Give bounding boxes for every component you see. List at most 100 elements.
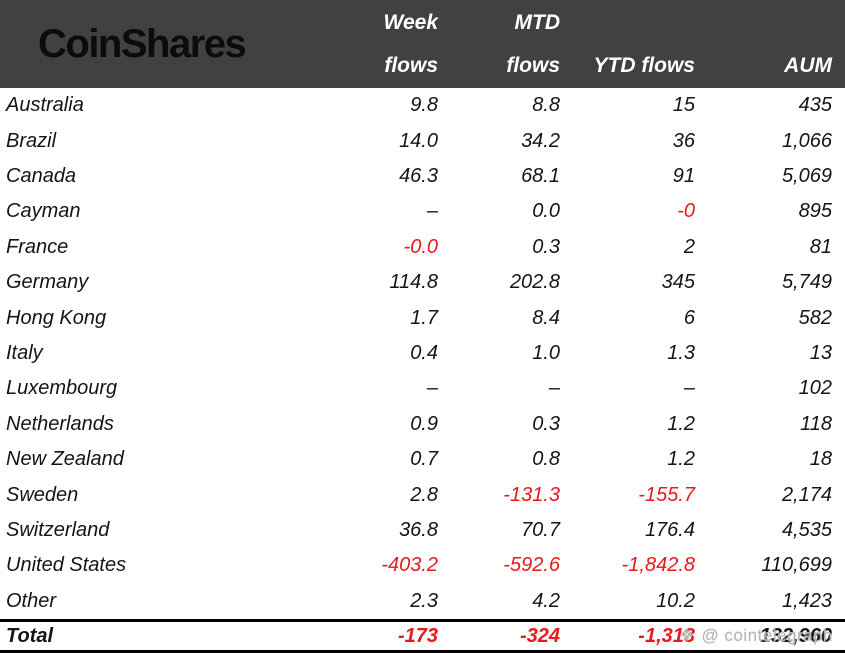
table-header: CoinShares Week flows MTD flows YTD flow… [0,0,845,88]
table-row: Australia 9.8 8.8 15 435 [0,88,845,123]
col-header-aum-label: AUM [784,53,832,77]
week-cell: – [426,377,438,400]
country-cell: New Zealand [6,448,124,471]
ytd-cell: 6 [683,306,695,329]
ytd-cell: 176.4 [644,519,695,542]
ytd-cell: 36 [672,129,695,152]
aum-cell: 5,749 [781,271,832,294]
mtd-cell: 0.8 [532,448,560,471]
ytd-cell: 10.2 [656,589,695,612]
week-cell: – [426,200,438,223]
ytd-cell: 15 [672,94,695,117]
table-row: Switzerland 36.8 70.7 176.4 4,535 [0,513,845,548]
country-cell: Other [6,589,57,612]
total-row: Total -173 -324 -1,313 132,960 [0,619,845,653]
week-cell: 9.8 [410,94,438,117]
mtd-cell: – [548,377,560,400]
total-mtd-cell: -324 [519,624,560,647]
table-row: Canada 46.3 68.1 91 5,069 [0,159,845,194]
mtd-cell: 0.0 [532,200,560,223]
country-cell: Cayman [6,200,81,223]
aum-cell: 1,066 [781,129,832,152]
table-row: Hong Kong 1.7 8.4 6 582 [0,300,845,335]
country-cell: Switzerland [6,519,110,542]
country-cell: United States [6,554,127,577]
col-header-week-line1: Week [383,11,438,34]
country-cell: Italy [6,342,43,365]
table-row: Netherlands 0.9 0.3 1.2 118 [0,407,845,442]
mtd-cell: 8.8 [532,94,560,117]
mtd-cell: 1.0 [532,342,560,365]
ytd-cell: – [683,377,695,400]
ytd-cell: -1,842.8 [621,554,695,577]
country-cell: Sweden [6,483,79,506]
week-cell: -403.2 [381,554,438,577]
aum-cell: 1,423 [781,589,832,612]
week-cell: 14.0 [399,129,438,152]
mtd-cell: 0.3 [532,235,560,258]
week-cell: 36.8 [399,519,438,542]
col-header-week-flows: Week flows [300,0,438,88]
ytd-cell: 1.2 [667,448,695,471]
week-cell: -0.0 [403,235,438,258]
aum-cell: 118 [800,412,832,435]
week-cell: 46.3 [399,165,438,188]
mtd-cell: 4.2 [532,589,560,612]
week-cell: 1.7 [410,306,438,329]
table-row: New Zealand 0.7 0.8 1.2 18 [0,442,845,477]
mtd-cell: 70.7 [521,519,560,542]
col-header-mtd-flows: MTD flows [438,0,560,88]
mtd-cell: 202.8 [509,271,560,294]
aum-cell: 13 [809,342,832,365]
week-cell: 0.7 [410,448,438,471]
mtd-cell: -131.3 [503,483,560,506]
mtd-cell: 8.4 [532,306,560,329]
ytd-cell: -0 [677,200,695,223]
col-header-mtd-line1: MTD [514,11,561,34]
country-cell: Brazil [6,129,57,152]
aum-cell: 18 [809,448,832,471]
table-row: Other 2.3 4.2 10.2 1,423 [0,584,845,619]
col-header-ytd-label: YTD flows [593,53,695,77]
aum-cell: 5,069 [781,165,832,188]
ytd-cell: 1.2 [667,412,695,435]
country-cell: Netherlands [6,412,114,435]
aum-cell: 110,699 [761,554,832,577]
col-header-mtd-line2: flows [506,53,560,77]
ytd-cell: 1.3 [667,342,695,365]
aum-cell: 4,535 [781,519,832,542]
table-row: Germany 114.8 202.8 345 5,749 [0,265,845,300]
total-aum-cell: 132,960 [759,624,832,647]
week-cell: 0.4 [410,342,438,365]
table-row: Luxembourg – – – 102 [0,371,845,406]
total-label: Total [6,624,54,647]
ytd-cell: 91 [672,165,695,188]
col-header-aum: AUM [695,0,832,88]
country-cell: Hong Kong [6,306,107,329]
week-cell: 114.8 [389,271,438,294]
table-row: Cayman – 0.0 -0 895 [0,194,845,229]
aum-cell: 102 [798,377,832,400]
week-cell: 2.3 [410,589,438,612]
aum-cell: 582 [798,306,832,329]
ytd-cell: 345 [661,271,695,294]
col-header-ytd-flows: YTD flows [560,0,695,88]
mtd-cell: 68.1 [521,165,560,188]
col-header-week-line2: flows [384,53,438,77]
table-row: United States -403.2 -592.6 -1,842.8 110… [0,548,845,583]
ytd-cell: 2 [683,235,695,258]
table-row: Sweden 2.8 -131.3 -155.7 2,174 [0,477,845,512]
mtd-cell: -592.6 [503,554,560,577]
table-row: Italy 0.4 1.0 1.3 13 [0,336,845,371]
country-cell: Luxembourg [6,377,118,400]
country-cell: Canada [6,165,77,188]
coinshares-logo: CoinShares [38,21,247,66]
total-week-cell: -173 [397,624,438,647]
country-cell: Germany [6,271,89,294]
table-body: Australia 9.8 8.8 15 435 Brazil 14.0 34.… [0,88,845,619]
mtd-cell: 0.3 [532,412,560,435]
aum-cell: 435 [798,94,832,117]
ytd-cell: -155.7 [638,483,695,506]
table-row: France -0.0 0.3 2 81 [0,230,845,265]
